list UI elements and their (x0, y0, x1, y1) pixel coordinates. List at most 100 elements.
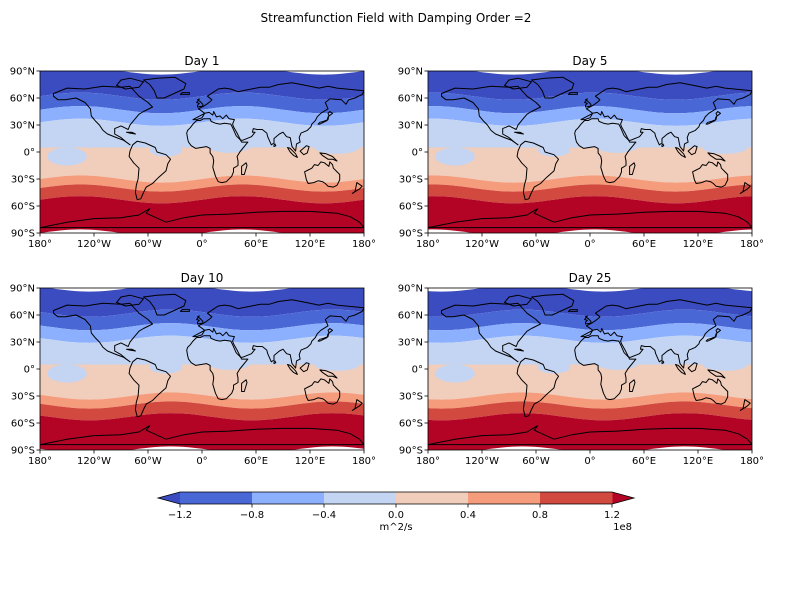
contour-band (428, 147, 752, 183)
x-tick-label: 180° (28, 239, 52, 250)
x-tick-label: 180° (352, 239, 376, 250)
y-tick-label: 90°N (398, 284, 423, 295)
y-tick-label: 90°S (11, 446, 35, 457)
contour-blob (206, 136, 252, 153)
x-tick-label: 120°E (683, 456, 713, 467)
coastline (299, 145, 310, 156)
colorbar-tick-label: 0.0 (388, 510, 404, 521)
x-tick-label: 60°E (632, 456, 656, 467)
coastline (739, 182, 751, 194)
y-tick-label: 0° (24, 365, 35, 376)
colorbar-segment (324, 492, 397, 504)
contour-band (40, 364, 364, 400)
streamfunction-field (428, 71, 752, 233)
x-tick-label: 60°W (134, 239, 162, 250)
panel-title: Day 5 (572, 54, 607, 68)
y-tick-label: 60°N (398, 311, 423, 322)
y-tick-label: 30°N (398, 338, 423, 349)
x-tick-label: 120°E (295, 239, 325, 250)
coastline (53, 302, 153, 363)
x-tick-label: 120°W (77, 456, 111, 467)
coastline (351, 399, 363, 411)
contour-band (428, 184, 752, 204)
x-tick-label: 0° (196, 239, 207, 250)
colorbar-segment (252, 492, 325, 504)
y-tick-label: 90°N (10, 284, 35, 295)
coastline (143, 293, 187, 316)
x-tick-label: 180° (416, 239, 440, 250)
y-tick-label: 90°N (398, 67, 423, 78)
y-tick-label: 30°S (11, 175, 35, 186)
streamfunction-field (40, 288, 364, 450)
contour-band (428, 323, 752, 343)
coastline (299, 362, 310, 373)
coastline (504, 77, 532, 90)
coastline (661, 360, 665, 365)
contour-blob (537, 360, 571, 374)
coastlines (428, 293, 752, 446)
contour-band (428, 175, 752, 192)
coastline (428, 208, 752, 229)
y-tick-label: 60°S (11, 419, 35, 430)
coastline (531, 293, 575, 316)
coastline (629, 162, 636, 175)
contour-blob (537, 143, 571, 157)
coastline (53, 85, 153, 146)
y-tick-label: 30°S (399, 175, 423, 186)
coastline (125, 131, 136, 135)
y-tick-label: 30°S (11, 392, 35, 403)
coastline (574, 335, 637, 401)
y-tick-label: 60°S (11, 202, 35, 213)
y-tick-label: 30°N (10, 121, 35, 132)
contour-band (428, 71, 752, 100)
coastline (705, 111, 721, 125)
x-tick-label: 60°W (134, 456, 162, 467)
contour-blob (206, 353, 252, 370)
coastline (504, 294, 532, 307)
coastline (513, 348, 524, 352)
coastline (428, 425, 752, 446)
contour-band (428, 364, 752, 400)
panel-title: Day 10 (181, 271, 224, 285)
coastline (196, 98, 204, 108)
coastline (287, 147, 298, 158)
contour-blob (435, 147, 475, 166)
colorbar-segment (468, 492, 541, 504)
panel-title: Day 1 (184, 54, 219, 68)
y-tick-label: 0° (412, 365, 423, 376)
map-panel: Day 1 180° 120°W 60°W 0° 60°E 120°E 180° 90°N 60°… (10, 54, 376, 250)
contour-band (428, 401, 752, 421)
coastline (273, 360, 277, 365)
coastline (116, 77, 144, 90)
colorbar-extend-high (612, 492, 634, 504)
y-tick-label: 60°S (399, 419, 423, 430)
coastline (40, 208, 364, 229)
coastline (116, 294, 144, 307)
coastline (584, 98, 592, 108)
contour-blob (149, 143, 183, 157)
x-tick-label: 60°E (244, 456, 268, 467)
coastline (707, 152, 726, 162)
coastline (705, 328, 721, 342)
colorbar-tick-label: 0.4 (460, 510, 476, 521)
colorbar: −1.2 −0.8 −0.4 0.0 0.4 0.8 1.2 m^2/s 1e8 (156, 491, 636, 533)
x-tick-label: 180° (416, 456, 440, 467)
colorbar-tick-label: −0.8 (240, 510, 264, 521)
colorbar-tick-label: 0.8 (532, 510, 548, 521)
coastline (574, 118, 637, 184)
coastline (687, 145, 698, 156)
x-tick-label: 0° (584, 456, 595, 467)
x-tick-label: 60°E (632, 239, 656, 250)
coastline (580, 82, 752, 152)
coastline (304, 378, 341, 405)
coastline (304, 161, 341, 188)
coastline (319, 152, 338, 162)
coastline (125, 348, 136, 352)
contour-band (40, 175, 364, 192)
coastline (351, 182, 363, 194)
coastline (441, 85, 541, 146)
coastline (241, 379, 248, 392)
y-tick-label: 60°S (399, 202, 423, 213)
coastline (580, 299, 752, 369)
contour-blob (435, 364, 475, 383)
